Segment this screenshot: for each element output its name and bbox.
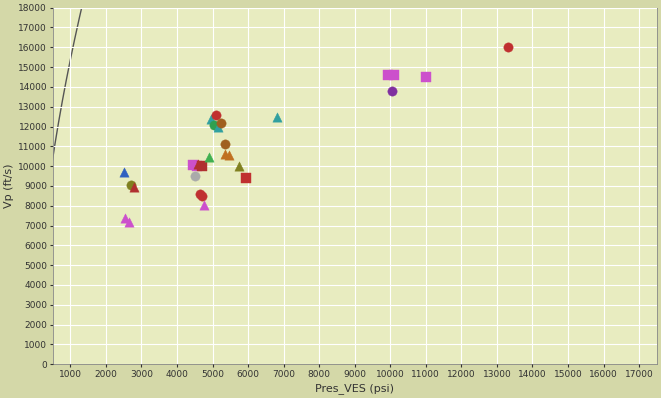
- Point: [118, 169, 129, 175]
- Point: [211, 111, 221, 118]
- Point: [271, 113, 282, 120]
- Point: [195, 191, 206, 197]
- Point: [223, 152, 234, 158]
- Point: [420, 74, 431, 80]
- Point: [219, 141, 230, 148]
- Y-axis label: Vp (ft/s): Vp (ft/s): [4, 164, 14, 208]
- Point: [129, 184, 139, 190]
- Point: [191, 163, 202, 169]
- Point: [120, 215, 131, 221]
- Point: [196, 163, 207, 169]
- Point: [193, 161, 204, 167]
- Point: [387, 88, 397, 94]
- Point: [188, 162, 198, 168]
- Point: [126, 182, 136, 188]
- Point: [198, 201, 209, 208]
- Point: [204, 154, 214, 160]
- Point: [241, 175, 252, 181]
- Point: [383, 72, 394, 78]
- Point: [219, 151, 230, 158]
- Point: [196, 193, 207, 199]
- Point: [234, 163, 245, 169]
- X-axis label: Pres_VES (psi): Pres_VES (psi): [315, 383, 394, 394]
- Point: [389, 72, 399, 78]
- Point: [213, 123, 223, 130]
- Point: [502, 44, 513, 51]
- Point: [190, 173, 200, 179]
- Point: [209, 121, 219, 128]
- Point: [124, 219, 134, 225]
- Point: [206, 115, 216, 122]
- Point: [216, 119, 227, 126]
